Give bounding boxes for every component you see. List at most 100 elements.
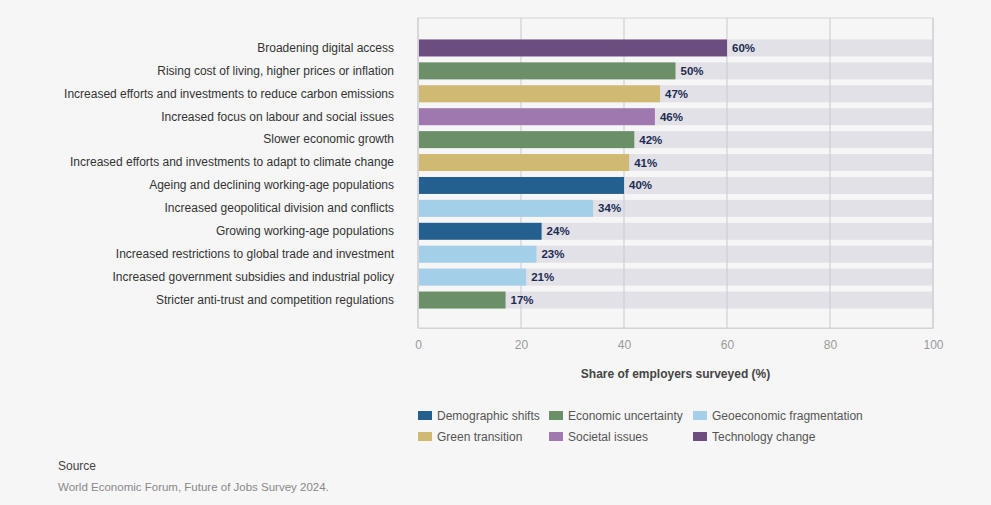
category-label: Increased geopolitical division and conf… [165, 201, 394, 215]
category-label: Stricter anti-trust and competition regu… [156, 293, 394, 307]
y-tick: Increased geopolitical division and conf… [165, 201, 418, 215]
legend-swatch [693, 432, 707, 441]
track [418, 223, 933, 240]
bar [418, 292, 506, 309]
bars [418, 39, 727, 308]
x-tick: 40 [618, 328, 632, 352]
grid-line [933, 18, 934, 328]
x-tick: 0 [415, 328, 422, 352]
y-tick: Rising cost of living, higher prices or … [157, 64, 418, 78]
legend-item: Societal issues [549, 430, 648, 444]
y-tick: Increased government subsidies and indus… [113, 270, 419, 284]
y-tick: Increased restrictions to global trade a… [116, 247, 418, 261]
data-label: 46% [660, 111, 683, 123]
legend-label: Technology change [712, 430, 816, 444]
legend-item: Green transition [418, 430, 522, 444]
y-tick: Increased efforts and investments to ada… [70, 155, 418, 169]
bar [418, 39, 727, 56]
data-label: 23% [541, 248, 564, 260]
category-label: Increased restrictions to global trade a… [116, 247, 395, 261]
category-label: Increased efforts and investments to ada… [70, 155, 394, 169]
x-axis-title: Share of employers surveyed (%) [581, 367, 770, 381]
grid-line [727, 18, 728, 328]
legend-swatch [693, 411, 707, 420]
track [418, 246, 933, 263]
bar [418, 131, 634, 148]
data-label: 47% [665, 88, 688, 100]
track [418, 108, 933, 125]
track [418, 39, 933, 56]
y-tick: Growing working-age populations [216, 224, 418, 238]
y-tick: Stricter anti-trust and competition regu… [156, 293, 418, 307]
y-tick: Increased focus on labour and social iss… [161, 110, 418, 124]
bar [418, 85, 660, 102]
bar [418, 246, 536, 263]
legend-label: Societal issues [568, 430, 648, 444]
x-tick: 100 [923, 328, 943, 352]
data-label: 24% [547, 225, 570, 237]
bar [418, 223, 542, 240]
grid [418, 18, 933, 328]
data-label: 50% [681, 65, 704, 77]
y-axis-line [418, 37, 419, 312]
data-label: 21% [531, 271, 554, 283]
legend-label: Geoeconomic fragmentation [712, 409, 863, 423]
grid-line [830, 18, 831, 328]
track [418, 85, 933, 102]
bar [418, 154, 629, 171]
legend-label: Economic uncertainty [568, 409, 683, 423]
y-axis: Broadening digital access Rising cost of … [64, 37, 418, 312]
x-tick-label: 60 [721, 338, 735, 352]
data-labels: 40%24%50%42%17%34%23%21%47%41%46%60% [511, 42, 755, 306]
legend-swatch [549, 411, 563, 420]
chart: 40%24%50%42%17%34%23%21%47%41%46%60%Broa… [0, 0, 991, 505]
legend-label: Demographic shifts [437, 409, 540, 423]
x-axis-line [419, 328, 934, 329]
x-tick-label: 80 [824, 338, 838, 352]
x-tick: 80 [824, 328, 838, 352]
category-label: Increased government subsidies and indus… [113, 270, 395, 284]
y-tick: Increased efforts and investments to red… [64, 87, 418, 101]
source-text: World Economic Forum, Future of Jobs Sur… [58, 481, 329, 493]
x-tick-label: 20 [515, 338, 529, 352]
track [418, 269, 933, 286]
bar [418, 62, 676, 79]
x-tick-label: 100 [923, 338, 943, 352]
legend: Demographic shifts Economic uncertainty Ge… [418, 409, 863, 444]
y-tick: Slower economic growth [263, 132, 418, 146]
legend-item: Geoeconomic fragmentation [693, 409, 863, 423]
category-label: Increased focus on labour and social iss… [161, 110, 394, 124]
bar [418, 269, 526, 286]
grid-line [418, 18, 419, 328]
track [418, 62, 933, 79]
bar [418, 108, 655, 125]
legend-item: Economic uncertainty [549, 409, 683, 423]
data-label: 34% [598, 202, 621, 214]
legend-item: Technology change [693, 430, 816, 444]
y-tick: Ageing and declining working-age populat… [149, 178, 418, 192]
x-tick-label: 40 [618, 338, 632, 352]
category-label: Broadening digital access [257, 41, 394, 55]
legend-item: Demographic shifts [418, 409, 540, 423]
legend-label: Green transition [437, 430, 522, 444]
track [418, 292, 933, 309]
data-label: 40% [629, 179, 652, 191]
track [418, 154, 933, 171]
plot-frame [418, 18, 933, 328]
category-label: Ageing and declining working-age populat… [149, 178, 394, 192]
x-axis: 0 20 40 60 80 100 [415, 328, 944, 352]
tracks [418, 39, 933, 308]
data-label: 17% [511, 294, 534, 306]
data-label: 41% [634, 157, 657, 169]
category-label: Growing working-age populations [216, 224, 394, 238]
legend-swatch [549, 432, 563, 441]
data-label: 42% [639, 134, 662, 146]
bar [418, 177, 624, 194]
legend-swatch [418, 432, 432, 441]
bar [418, 200, 593, 217]
category-label: Rising cost of living, higher prices or … [157, 64, 394, 78]
category-label: Increased efforts and investments to red… [64, 87, 394, 101]
legend-swatch [418, 411, 432, 420]
track [418, 200, 933, 217]
category-label: Slower economic growth [263, 132, 394, 146]
